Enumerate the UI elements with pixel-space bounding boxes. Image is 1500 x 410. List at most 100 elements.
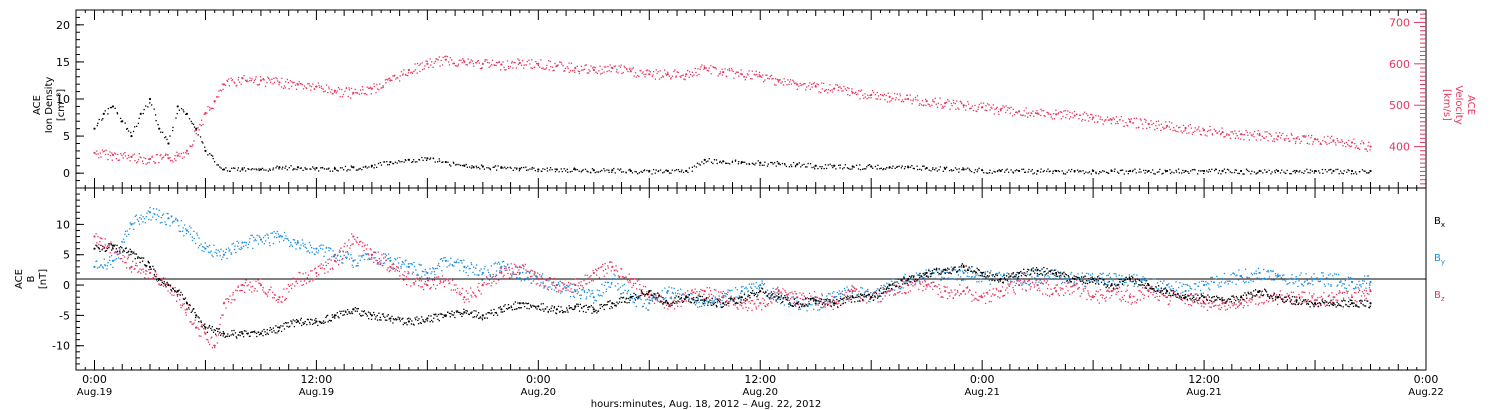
by-series-dot <box>337 254 339 256</box>
bz-series-dot <box>680 294 683 296</box>
velocity-series-point <box>1129 120 1132 123</box>
velocity-series-dot <box>732 70 734 73</box>
by-series-dot <box>654 298 656 300</box>
velocity-series-point <box>833 87 836 90</box>
by-series-dot <box>829 293 831 295</box>
density-series-dot <box>1304 170 1306 172</box>
density-series-dot <box>1175 171 1178 173</box>
velocity-series-dot <box>1033 115 1035 117</box>
velocity-series-dot <box>817 84 819 86</box>
by-series-dot <box>666 291 668 294</box>
by-series-dot <box>383 262 386 264</box>
density-series-dot <box>731 160 734 162</box>
density-series-dot <box>965 168 967 170</box>
by-series-dot <box>230 253 233 255</box>
density-series-dot <box>596 171 598 173</box>
velocity-series-point <box>925 99 928 103</box>
density-series-dot <box>1283 171 1285 173</box>
by-series-dot <box>158 215 160 217</box>
bz-series-dot <box>495 282 497 285</box>
density-series-dot <box>544 168 546 171</box>
by-series-dot <box>465 266 467 269</box>
bz-series-dot <box>165 283 167 286</box>
by-series-dot <box>270 232 272 234</box>
bz-series-dot <box>122 254 124 257</box>
bz-series-dot <box>748 307 750 309</box>
by-series-dot <box>914 281 917 283</box>
velocity-series-dot <box>816 83 818 85</box>
by-series-dot <box>1140 280 1142 283</box>
velocity-series-dot <box>1300 140 1302 142</box>
bz-series-point <box>703 290 706 293</box>
density-series-dot <box>883 168 885 170</box>
by-series-dot <box>868 300 870 302</box>
by-series-dot <box>159 222 162 224</box>
by-series-dot <box>319 245 321 247</box>
velocity-series-dot <box>1160 129 1162 132</box>
by-series-point <box>1332 277 1335 281</box>
velocity-series-dot <box>1194 130 1196 133</box>
bz-series-point <box>195 326 198 329</box>
by-series-dot <box>962 279 964 281</box>
density-series-dot <box>561 170 564 173</box>
velocity-series-dot <box>919 102 921 105</box>
bz-series-dot <box>355 240 357 242</box>
velocity-series-dot <box>1187 125 1190 127</box>
density-series-dot <box>1309 169 1312 171</box>
density-series-dot <box>657 170 660 172</box>
bz-series-dot <box>542 282 544 285</box>
density-series-dot <box>1058 170 1061 173</box>
density-series-dot <box>1286 169 1288 172</box>
by-series-dot <box>375 252 377 254</box>
density-series-dot <box>116 113 119 115</box>
bz-series-dot <box>302 273 304 275</box>
by-series-dot <box>485 278 488 280</box>
velocity-series-dot <box>743 76 746 78</box>
by-series-dot <box>971 276 973 278</box>
velocity-series-dot <box>430 64 432 66</box>
by-series-dot <box>476 274 478 276</box>
by-series-dot <box>149 207 151 209</box>
by-series-dot <box>604 281 606 283</box>
density-series-dot <box>1290 173 1292 175</box>
by-series-dot <box>441 269 443 272</box>
bz-series-dot <box>243 284 245 287</box>
by-series-dot <box>1237 279 1240 281</box>
by-series-dot <box>1311 280 1313 282</box>
by-series-dot <box>1231 281 1233 283</box>
density-series-dot <box>178 109 181 111</box>
by-series-dot <box>433 271 436 273</box>
by-series-dot <box>988 279 991 282</box>
velocity-series-dot <box>370 93 372 95</box>
by-series-dot <box>395 259 397 261</box>
velocity-series-dot <box>323 91 325 93</box>
velocity-series-dot <box>240 83 242 85</box>
bottom-left-tick-label: 0 <box>63 279 70 292</box>
by-series-dot <box>460 260 463 262</box>
velocity-series-dot <box>148 161 150 164</box>
velocity-series-dot <box>1253 130 1256 133</box>
density-series-dot <box>987 172 989 174</box>
by-series-dot <box>109 256 111 258</box>
density-series-point <box>1165 169 1169 173</box>
by-series-dot <box>311 246 313 249</box>
velocity-series-dot <box>892 97 894 99</box>
velocity-series-dot <box>471 60 474 62</box>
density-series-dot <box>213 161 216 163</box>
density-series-dot <box>774 162 776 164</box>
velocity-series-dot <box>1275 138 1277 140</box>
by-series-dot <box>918 273 920 276</box>
by-series-dot <box>463 259 465 261</box>
by-series-dot <box>400 265 402 268</box>
density-series-dot <box>707 160 709 162</box>
by-series-dot <box>453 261 455 263</box>
velocity-series-dot <box>521 59 524 62</box>
density-series-dot <box>1242 173 1244 175</box>
density-series-point <box>814 164 817 167</box>
density-series-dot <box>120 121 122 123</box>
density-series-point <box>333 167 337 170</box>
bz-series-dot <box>106 247 108 249</box>
density-series-dot <box>696 162 699 164</box>
velocity-series-dot <box>1184 129 1186 131</box>
bz-series-dot <box>419 277 421 279</box>
